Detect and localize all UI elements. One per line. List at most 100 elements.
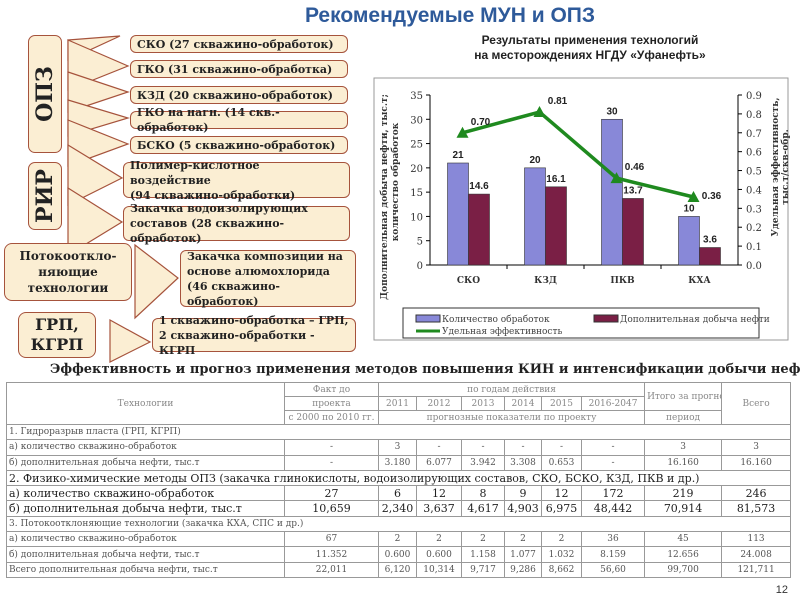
chart: 0 5 10 15 20 25 30 35 0.0 0.1 0.2 0.3 0.4 0.5 0.6 0.7 0.… [373,77,791,341]
table-cell: 3 [378,439,417,456]
table-cell: 12 [416,485,462,502]
table-cell: 9,717 [461,561,505,578]
table-cell: 3 [644,439,723,456]
chevron-arrows [67,35,179,363]
item-gko: ГКО (31 скважино-обработка) [130,60,348,78]
y2-tick-label: 0.3 [746,204,762,215]
y2-tick-label: 0.1 [746,242,762,253]
header-technologies: Технологии [6,382,285,425]
table-cell: - [541,439,582,456]
row-label: б) дополнительная добыча нефти, тыс.т [6,546,285,563]
header-year: 2016-2047 [580,396,646,411]
table-row: Всего дополнительная добыча нефти, тыс.т… [6,561,792,578]
table-cell: - [461,439,505,456]
table-cell: 2 [541,531,582,548]
category-opz: ОПЗ [28,35,62,153]
legend-label-efficiency: Удельная эффективность [442,327,562,337]
table-row: б) дополнительная добыча нефти, тыс.т 10,… [6,500,792,517]
table-cell: 0.653 [541,454,582,471]
category-grp: ГРП, КГРП [18,312,96,358]
table-cell: 2 [461,531,505,548]
bar-count [524,167,546,266]
y-tick-label: 5 [417,237,423,248]
table-cell: 27 [284,485,379,502]
table-cell: 2 [416,531,462,548]
bar-count [601,118,623,266]
chart-legend [402,307,760,339]
table-cell: 3.942 [461,454,505,471]
item-bsko: БСКО (5 скважино-обработок) [130,136,348,154]
header-year: 2015 [541,396,582,411]
table-row: б) дополнительная добыча нефти, тыс.т -3.… [6,454,792,471]
header-forecast-total: Итого за прогнозный [644,382,723,411]
table-cell: 12.656 [644,546,723,563]
efficiency-value-label: 0.70 [471,117,491,128]
efficiency-value-label: 0.81 [548,96,568,107]
table-cell: 121,711 [721,561,792,578]
table-cell: 56,60 [580,561,646,578]
table-cell: 172 [580,485,646,502]
table-cell: 4,617 [461,500,505,517]
bar-production [622,198,644,266]
y2-tick-label: 0.8 [746,110,762,121]
item-polymer-acid: Полимер-кислотное воздействие (94 скважин… [123,159,350,202]
item-water-isolating: Закачка водоизолирующих составов (28 сква… [123,202,350,245]
table-cell: - [284,454,379,471]
table-title: Эффективность и прогноз применения метод… [50,362,800,377]
table-cell: 8 [461,485,505,502]
bar-count [447,162,469,266]
table-cell: 70,914 [644,500,723,517]
table-cell: 1.077 [504,546,542,563]
efficiency-value-label: 0.46 [625,162,645,173]
x-tick-label: СКО [457,276,480,286]
bar-production [468,193,490,266]
bar-count [678,216,700,266]
item-aluminum-chloride: Закачка композиции на основе алюмохлорида… [180,250,356,308]
y2-tick-label: 0.9 [746,91,762,102]
x-tick-label: КХА [688,276,711,286]
bar-value-label: 16.1 [546,174,566,185]
section-label: 3. Потокоотклоняющие технологии (закачка… [5,515,792,533]
table-cell: 16.160 [721,454,792,471]
row-label: б) дополнительная добыча нефти, тыс.т [6,500,285,517]
bar-value-label: 20 [529,155,541,166]
y-axis-label-2: количество обработок [390,122,401,241]
table-cell: 113 [721,531,792,548]
row-label: а) количество скважино-обработок [6,485,285,502]
header-year: 2014 [504,396,542,411]
table-cell: 2,340 [378,500,417,517]
y2-axis-label-1: Удельная эффективность, [771,97,781,236]
table-cell: 67 [284,531,379,548]
section-label: 2. Физико-химические методы ОПЗ (закачка… [5,469,792,487]
efficiency-marker [687,191,700,202]
legend-swatch-production [593,314,619,323]
table-cell: 3 [721,439,792,456]
header-year: 2011 [378,396,417,411]
efficiency-line [462,110,694,199]
x-tick-label: ПКВ [610,276,635,286]
table-cell: 8,662 [541,561,582,578]
table-cell: 4,903 [504,500,542,517]
y2-tick-label: 0.4 [746,185,762,196]
bar-value-label: 10 [683,203,695,214]
bar-production [545,186,567,266]
page-number: 12 [775,584,788,596]
table-cell: 2 [504,531,542,548]
table-cell: 3.308 [504,454,542,471]
y2-tick-label: 0.5 [746,167,762,178]
table-cell: 6,975 [541,500,582,517]
table-section-row: 3. Потокоотклоняющие технологии (закачка… [5,515,792,533]
y2-tick-label: 0.2 [746,223,762,234]
row-label: б) дополнительная добыча нефти, тыс.т [6,454,285,471]
table-cell: 6 [378,485,417,502]
table-section-row: 1. Гидроразрыв пласта (ГРП, КГРП) [5,423,792,441]
header-year: 2012 [416,396,462,411]
item-grp-count: 1 скважино-обработка – ГРП, 2 скважино-об… [152,314,356,357]
table-cell: - [580,454,646,471]
table-cell: 8.159 [580,546,646,563]
table-cell: 10,314 [416,561,462,578]
efficiency-value-label: 0.36 [702,191,722,202]
efficiency-marker [456,126,469,138]
item-sko: СКО (27 скважино-обработок) [130,35,348,53]
table-cell: - [580,439,646,456]
